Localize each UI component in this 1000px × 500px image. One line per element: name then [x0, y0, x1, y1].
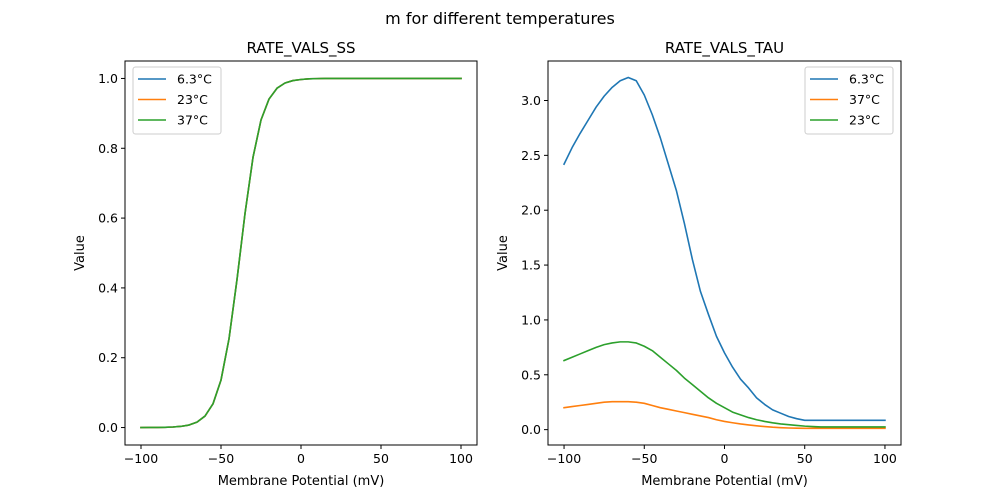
y-tick-label: 3.0 — [521, 93, 541, 108]
subplot-title: RATE_VALS_SS — [246, 39, 355, 58]
series-line-37Cc — [140, 77, 462, 429]
y-tick-label: 1.0 — [521, 312, 541, 327]
legend-label: 6.3°C — [849, 72, 884, 87]
legend-box — [804, 66, 894, 135]
x-tick-label: −100 — [547, 451, 581, 466]
y-tick-label: 0.4 — [98, 280, 118, 295]
legend-label: 37°C — [177, 113, 208, 128]
subplot-rate-vals-ss: RATE_VALS_SS −100 −50 0 50 100 0.0 0.2 0.4 0.6 0.8… — [73, 39, 478, 489]
x-tick-label: −50 — [631, 451, 657, 466]
x-tick-label: 50 — [373, 451, 389, 466]
legend-label: 23°C — [849, 113, 880, 128]
y-tick-label: 0.0 — [521, 422, 541, 437]
y-tick-label: 1.5 — [521, 258, 541, 273]
x-tick-label: 0 — [297, 451, 305, 466]
legend: 6.3°C 23°C 37°C — [132, 66, 222, 135]
legend-label: 23°C — [177, 92, 208, 107]
x-tick-label: 100 — [449, 451, 473, 466]
x-tick-label: −100 — [124, 451, 158, 466]
legend-label: 6.3°C — [177, 72, 212, 87]
plot-lines — [140, 77, 462, 429]
x-tick-label: 50 — [797, 451, 813, 466]
x-tick-label: 100 — [873, 451, 897, 466]
x-axis-label: Membrane Potential (mV) — [641, 474, 808, 489]
y-tick-label: 2.5 — [521, 148, 541, 163]
y-tick-label: 0.2 — [98, 350, 118, 365]
y-tick-label: 0.8 — [98, 141, 118, 156]
y-axis-label: Value — [496, 235, 511, 271]
x-tick-label: 0 — [721, 451, 729, 466]
y-tick-label: 0.0 — [98, 420, 118, 435]
legend-label: 37°C — [849, 92, 880, 107]
subplot-title: RATE_VALS_TAU — [665, 39, 784, 58]
y-axis-label: Value — [73, 235, 88, 271]
series-line-37Cc — [563, 400, 886, 430]
figure-suptitle: m for different temperatures — [385, 9, 615, 28]
y-tick-label: 1.0 — [98, 71, 118, 86]
y-tick-label: 0.6 — [98, 211, 118, 226]
legend: 6.3°C 37°C 23°C — [804, 66, 894, 135]
subplot-rate-vals-tau: RATE_VALS_TAU −100 −50 0 50 100 0.0 0.5 1.0 1.5 2.… — [496, 39, 902, 489]
y-tick-label: 0.5 — [521, 367, 541, 382]
legend-box — [132, 66, 222, 135]
series-line-6-3Cc — [562, 76, 886, 422]
series-line-23Cc — [563, 341, 886, 428]
plot-lines — [562, 76, 886, 430]
y-tick-label: 2.0 — [521, 203, 541, 218]
x-axis-label: Membrane Potential (mV) — [218, 474, 385, 489]
x-tick-label: −50 — [208, 451, 234, 466]
